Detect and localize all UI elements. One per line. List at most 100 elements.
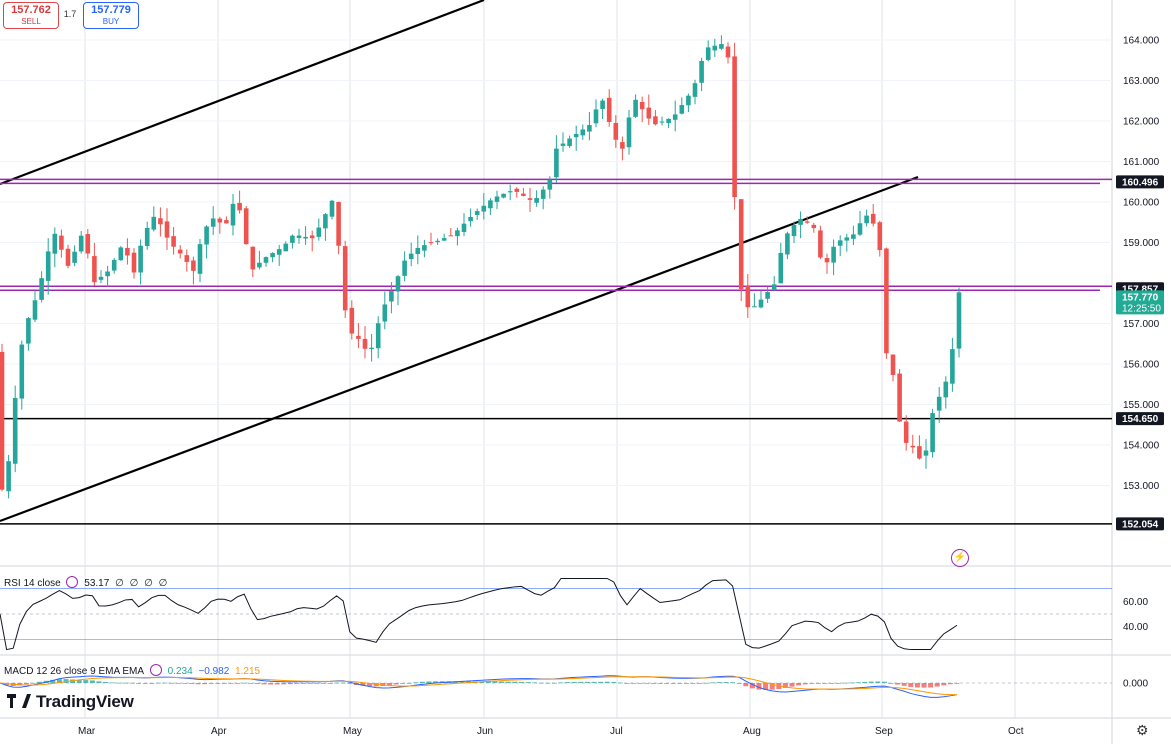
alert-icon[interactable]: ⚡ — [951, 549, 969, 567]
macd-legend[interactable]: MACD 12 26 close 9 EMA EMA 0.234 −0.982 … — [4, 664, 263, 677]
macd-hist-79 — [518, 681, 524, 683]
candle-body-89 — [587, 125, 592, 132]
macd-hist-25 — [162, 682, 168, 684]
rsi-line — [0, 577, 958, 651]
macd-hist-42 — [274, 683, 280, 685]
macd-hist-44 — [287, 683, 293, 685]
candle-body-107 — [705, 47, 711, 60]
candle-body-82 — [540, 189, 546, 199]
candle-body-72 — [474, 211, 480, 215]
candle-body-94 — [620, 142, 625, 149]
candle-body-136 — [897, 373, 902, 422]
candle-body-50 — [329, 200, 335, 217]
candle-body-8 — [52, 233, 58, 254]
candle-body-100 — [659, 121, 665, 123]
macd-hist-97 — [637, 683, 643, 684]
candle-body-28 — [184, 255, 190, 262]
candle-body-22 — [144, 227, 150, 247]
macd-hist-32 — [208, 683, 214, 684]
candle-body-1 — [6, 461, 11, 492]
macd-hist-119 — [782, 683, 788, 688]
candle-body-137 — [903, 421, 909, 443]
macd-hist-123 — [809, 683, 815, 684]
candle-body-90 — [593, 109, 599, 124]
macd-hist-140 — [921, 683, 927, 688]
price-tick-6: 157.000 — [1123, 319, 1160, 330]
macd-hist-134 — [881, 681, 887, 683]
candle-body-69 — [455, 230, 460, 237]
candle-body-112 — [738, 199, 744, 290]
macd-hist-12 — [76, 679, 82, 683]
rsi-settings-icon[interactable] — [66, 576, 79, 588]
candle-body-55 — [362, 338, 368, 349]
macd-hist-127 — [835, 683, 841, 684]
candle-body-62 — [408, 253, 414, 260]
macd-hist-74 — [485, 681, 491, 683]
candle-body-65 — [428, 242, 434, 244]
candle-body-33 — [217, 218, 223, 223]
price-tick-5: 159.000 — [1123, 238, 1160, 249]
candle-body-119 — [785, 233, 790, 255]
macd-hist-24 — [155, 682, 161, 684]
macd-hist-143 — [941, 683, 947, 686]
candle-body-66 — [435, 240, 440, 243]
macd-hist-82 — [538, 682, 544, 684]
price-tick-7: 156.000 — [1123, 360, 1160, 371]
macd-hist-28 — [182, 683, 188, 684]
macd-hist-117 — [769, 683, 775, 690]
candle-body-76 — [501, 193, 506, 198]
candle-body-145 — [956, 292, 962, 349]
macd-hist-33 — [215, 683, 221, 684]
macd-hist-22 — [142, 683, 148, 684]
candle-body-109 — [719, 44, 724, 49]
candle-body-4 — [26, 318, 31, 344]
rsi-tick-0: 60.00 — [1123, 597, 1148, 608]
macd-hist-136 — [895, 683, 901, 685]
macd-hist-93 — [611, 681, 617, 683]
candle-body-16 — [105, 271, 110, 277]
macd-hist-40 — [261, 683, 267, 685]
macd-hist-110 — [723, 682, 729, 683]
price-label-3: 154.650 — [1122, 414, 1159, 425]
macd-hist-133 — [875, 681, 881, 683]
macd-line — [0, 675, 958, 698]
candle-body-53 — [349, 307, 355, 334]
time-label-Apr: Apr — [211, 726, 227, 737]
candle-body-130 — [857, 223, 863, 235]
candle-body-3 — [19, 344, 25, 399]
candle-body-14 — [92, 256, 97, 283]
macd-hist-141 — [928, 683, 934, 688]
macd-hist-139 — [914, 683, 920, 688]
settings-gear-icon[interactable]: ⚙ — [1136, 722, 1149, 738]
candle-body-48 — [316, 227, 322, 237]
macd-hist-50 — [327, 682, 333, 684]
rsi-label: RSI 14 close — [4, 578, 61, 589]
rsi-legend[interactable]: RSI 14 close 53.17 ∅ ∅ ∅ ∅ — [4, 576, 170, 589]
macd-hist-63 — [413, 682, 419, 684]
macd-hist-121 — [796, 683, 802, 686]
time-label-Aug: Aug — [743, 726, 761, 737]
macd-hist-6 — [37, 681, 43, 683]
tradingview-logo[interactable]: TradingView — [7, 692, 134, 712]
macd-hist-62 — [406, 682, 412, 684]
macd-settings-icon[interactable] — [149, 664, 162, 676]
candle-body-5 — [32, 300, 38, 320]
buy-button[interactable]: 157.779 BUY — [83, 2, 139, 29]
macd-hist-19 — [122, 682, 128, 684]
macd-hist-138 — [908, 683, 914, 687]
price-tick-10: 153.000 — [1123, 481, 1160, 492]
macd-hist-value: 1.215 — [235, 666, 261, 677]
macd-hist-59 — [386, 683, 392, 686]
sell-button[interactable]: 157.762 SELL — [3, 2, 59, 29]
candle-body-25 — [164, 221, 170, 238]
candle-body-57 — [375, 323, 381, 349]
macd-hist-100 — [657, 683, 663, 684]
candle-body-144 — [950, 349, 955, 384]
macd-hist-60 — [393, 683, 399, 685]
candle-body-34 — [224, 220, 229, 224]
candle-body-124 — [818, 230, 823, 258]
macd-hist-94 — [617, 682, 623, 684]
candle-body-68 — [448, 235, 454, 237]
candle-body-84 — [554, 148, 559, 178]
